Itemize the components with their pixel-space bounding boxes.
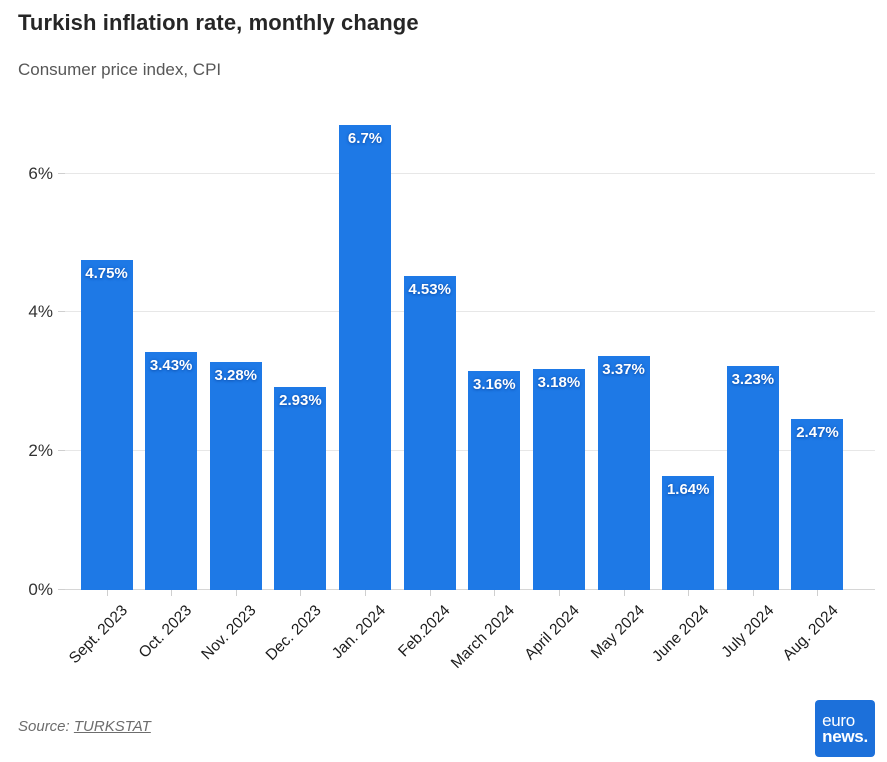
- plot-area: 0% 2% 4% 6% 4.75% Sept. 2023 3.43% Oct. 2023 3.2…: [28, 100, 875, 672]
- logo-text-news: news.: [822, 726, 868, 746]
- bar-may-2024: [597, 356, 650, 590]
- page-subtitle: Consumer price index, CPI: [18, 60, 222, 79]
- x-axis-tick: [623, 590, 625, 596]
- bar-value-label: 3.23%: [731, 370, 775, 388]
- bar-value-label: 3.16%: [473, 375, 516, 393]
- bar-value-label: 4.53%: [408, 280, 451, 298]
- x-axis-tick: [752, 590, 754, 596]
- x-axis-tick: [300, 590, 302, 596]
- source-text: Source: TURKSTAT: [18, 718, 151, 735]
- bar-june-2024: [662, 476, 715, 590]
- bar-value-label: 3.43%: [149, 356, 193, 374]
- x-axis-label: July 2024: [717, 602, 777, 661]
- bar-feb-2024: [403, 275, 456, 590]
- x-axis-tick: [171, 590, 173, 596]
- x-axis-label: Aug. 2024: [779, 602, 842, 665]
- bar-oct-2023: [145, 351, 198, 590]
- y-axis-tick: [58, 450, 65, 452]
- x-axis-tick: [365, 590, 367, 596]
- x-axis-label: April 2024: [521, 602, 583, 664]
- x-axis-label: March 2024: [448, 602, 519, 672]
- x-axis-tick: [429, 590, 431, 596]
- x-axis-label: May 2024: [587, 602, 648, 663]
- y-axis-tick: [58, 172, 65, 174]
- x-axis-tick: [494, 590, 496, 596]
- bar-value-label: 6.7%: [347, 130, 383, 148]
- bar-nov-2023: [209, 362, 262, 590]
- y-axis-label: 0%: [28, 580, 53, 599]
- x-axis-tick: [817, 590, 819, 596]
- bar-jan-2024: [339, 125, 392, 590]
- bar-april-2024: [532, 369, 585, 590]
- source-prefix: Source:: [18, 718, 74, 735]
- x-axis-tick: [688, 590, 690, 596]
- x-axis-tick: [558, 590, 560, 596]
- gridline: [65, 172, 875, 174]
- y-axis-tick: [58, 589, 65, 590]
- x-axis-label: Nov. 2023: [198, 602, 260, 664]
- x-axis-label: Dec. 2023: [262, 602, 325, 664]
- y-axis-label: 6%: [28, 163, 53, 183]
- bar-value-label: 2.47%: [796, 423, 839, 441]
- bar-value-label: 2.93%: [279, 391, 322, 409]
- y-axis-tick: [58, 311, 65, 313]
- gridline: [65, 311, 875, 313]
- x-axis-tick: [106, 590, 108, 596]
- bar-march-2024: [468, 370, 521, 590]
- page-title: Turkish inflation rate, monthly change: [18, 10, 419, 35]
- x-axis-label: June 2024: [649, 602, 713, 666]
- bar-value-label: 3.28%: [214, 367, 258, 385]
- bar-value-label: 3.18%: [537, 374, 581, 392]
- x-axis-label: Oct. 2023: [135, 602, 196, 662]
- y-axis-label: 2%: [28, 441, 53, 461]
- bar-value-label: 3.37%: [602, 361, 645, 379]
- x-axis-label: Feb.2024: [395, 602, 454, 661]
- euronews-logo-text: euro news.: [822, 710, 868, 746]
- logo-text-euro: euro: [822, 710, 855, 730]
- bar-aug-2024: [791, 418, 844, 590]
- bar-value-label: 1.64%: [666, 481, 710, 499]
- bar-sept-2023: [80, 260, 133, 590]
- bar-july-2024: [726, 365, 779, 590]
- bar-value-label: 4.75%: [85, 265, 128, 283]
- x-axis-label: Jan. 2024: [328, 602, 390, 663]
- source-link[interactable]: TURKSTAT: [73, 718, 151, 735]
- y-axis-label: 4%: [28, 302, 53, 322]
- x-axis-tick: [235, 590, 237, 596]
- bar-dec-2023: [274, 386, 327, 590]
- euronews-logo: euro news.: [815, 700, 875, 757]
- x-axis-label: Sept. 2023: [65, 602, 131, 668]
